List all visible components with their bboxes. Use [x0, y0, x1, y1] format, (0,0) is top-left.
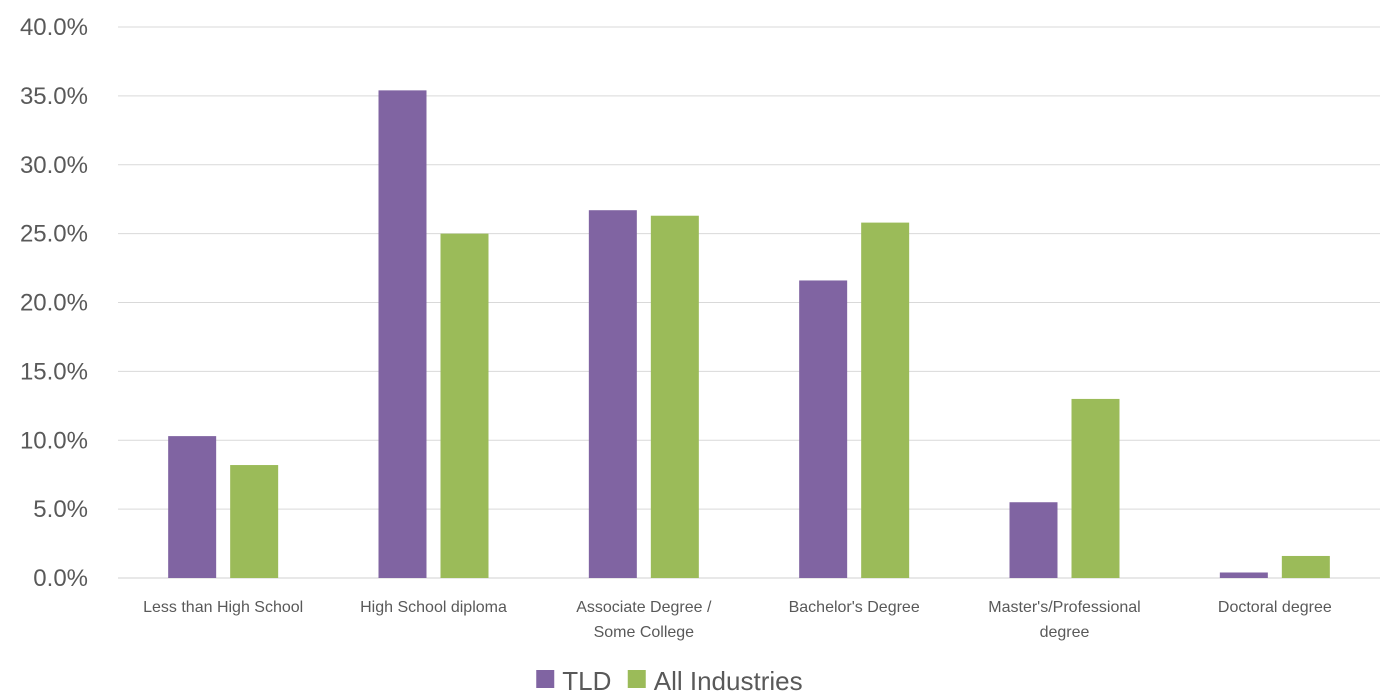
bar-tld-2	[588, 210, 637, 578]
y-axis-tick-labels: 0.0% 5.0% 10.0% 15.0% 20.0% 25.0% 30.0% 35.0% 40…	[20, 14, 88, 592]
bar-tld-3	[799, 280, 848, 578]
legend-swatch-all-industries	[627, 670, 646, 688]
bars	[168, 90, 1330, 579]
bar-tld-4	[1009, 502, 1058, 578]
y-tick-label: 15.0%	[20, 358, 88, 385]
x-tick-label: Less than High School	[143, 599, 303, 616]
y-tick-label: 20.0%	[20, 290, 88, 317]
y-tick-label: 10.0%	[20, 427, 88, 454]
bar-all-industries-2	[650, 215, 699, 578]
legend-label-all-industries: All Industries	[654, 666, 803, 696]
y-tick-label: 5.0%	[33, 496, 88, 523]
y-tick-label: 30.0%	[20, 152, 88, 179]
y-tick-label: 0.0%	[33, 565, 88, 592]
gridlines	[118, 26, 1380, 579]
x-tick-label-line: Less than High School	[143, 599, 303, 616]
x-tick-label: Doctoral degree	[1218, 599, 1332, 616]
legend-swatch-tld	[536, 670, 555, 688]
x-tick-label-line: Bachelor's Degree	[789, 599, 920, 616]
x-tick-label-line: Associate Degree /	[576, 599, 712, 616]
bar-all-industries-3	[861, 222, 910, 579]
legend: TLD All Industries	[536, 666, 803, 696]
x-tick-label-line: Doctoral degree	[1218, 599, 1332, 616]
x-tick-label-line: Master's/Professional	[988, 599, 1140, 616]
bar-all-industries-0	[230, 465, 279, 578]
bar-tld-5	[1219, 572, 1268, 578]
bar-tld-1	[378, 90, 427, 579]
bar-all-industries-4	[1071, 398, 1120, 578]
y-tick-label: 40.0%	[20, 14, 88, 41]
x-tick-label-line: degree	[1040, 624, 1090, 641]
bar-all-industries-1	[440, 233, 489, 578]
bar-tld-0	[168, 436, 217, 578]
bar-all-industries-5	[1281, 555, 1330, 578]
x-tick-label: Master's/Professional degree	[988, 599, 1140, 641]
y-tick-label: 25.0%	[20, 221, 88, 248]
legend-label-tld: TLD	[562, 666, 611, 696]
x-tick-label-line: High School diploma	[360, 599, 507, 616]
x-axis-tick-labels: Less than High School High School diploma…	[143, 599, 1332, 641]
x-tick-label: Bachelor's Degree	[789, 599, 920, 616]
x-tick-label: High School diploma	[360, 599, 507, 616]
y-tick-label: 35.0%	[20, 83, 88, 110]
x-tick-label-line: Some College	[594, 624, 695, 641]
x-tick-label: Associate Degree / Some College	[576, 599, 712, 641]
